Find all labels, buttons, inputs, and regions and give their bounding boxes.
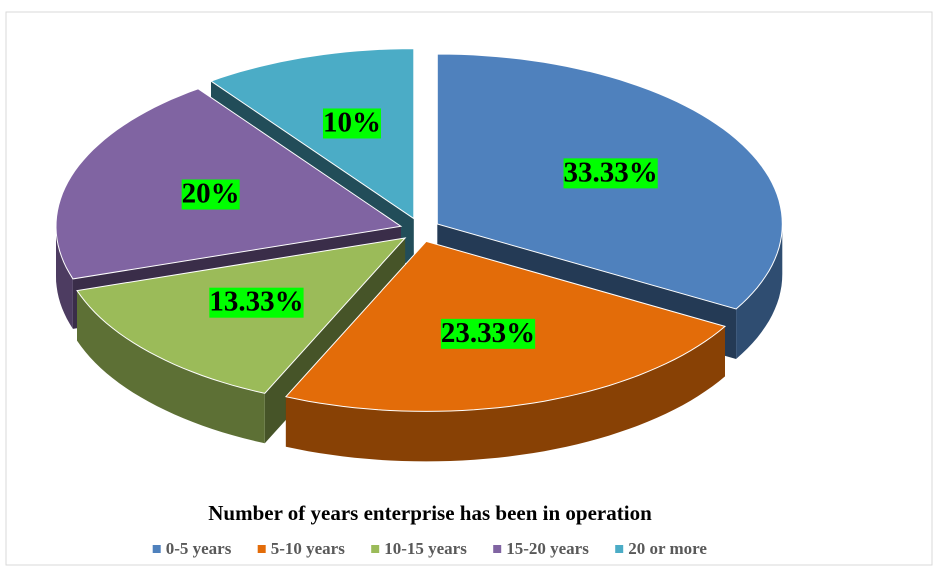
legend-label: 15-20 years: [506, 539, 589, 558]
slice: [209, 48, 415, 220]
data-label-bg: [209, 287, 304, 318]
legend-label: 20 or more: [628, 539, 707, 558]
data-label: 33.33%: [563, 156, 657, 188]
pie: 33.33% 23.33% 13.33% 20% 10%: [55, 48, 783, 462]
legend-swatch: [152, 545, 161, 553]
legend-label: 0-5 years: [166, 539, 232, 558]
legend-swatch: [493, 545, 502, 553]
legend-swatch: [371, 545, 380, 553]
chart-title: Number of years enterprise has been in o…: [208, 501, 652, 525]
data-label: 20%: [182, 177, 240, 209]
data-label-bg: [563, 158, 658, 189]
slice-wall: [56, 226, 73, 329]
legend-swatch: [615, 545, 624, 553]
legend-label: 5-10 years: [271, 539, 346, 558]
legend-swatch: [257, 545, 266, 553]
data-label: 23.33%: [441, 317, 535, 349]
data-label-bg: [440, 318, 536, 349]
data-label-bg: [322, 108, 381, 139]
legend: 0-5 years 5-10 years 10-15 years 15-20 year…: [152, 539, 707, 558]
legend-label: 10-15 years: [384, 539, 467, 558]
data-label-bg: [181, 179, 240, 210]
data-label: 13.33%: [209, 286, 303, 318]
slice-wall: [285, 326, 725, 462]
data-label: 10%: [323, 106, 381, 138]
slice-wall: [736, 224, 783, 359]
slice-wall: [77, 290, 265, 444]
